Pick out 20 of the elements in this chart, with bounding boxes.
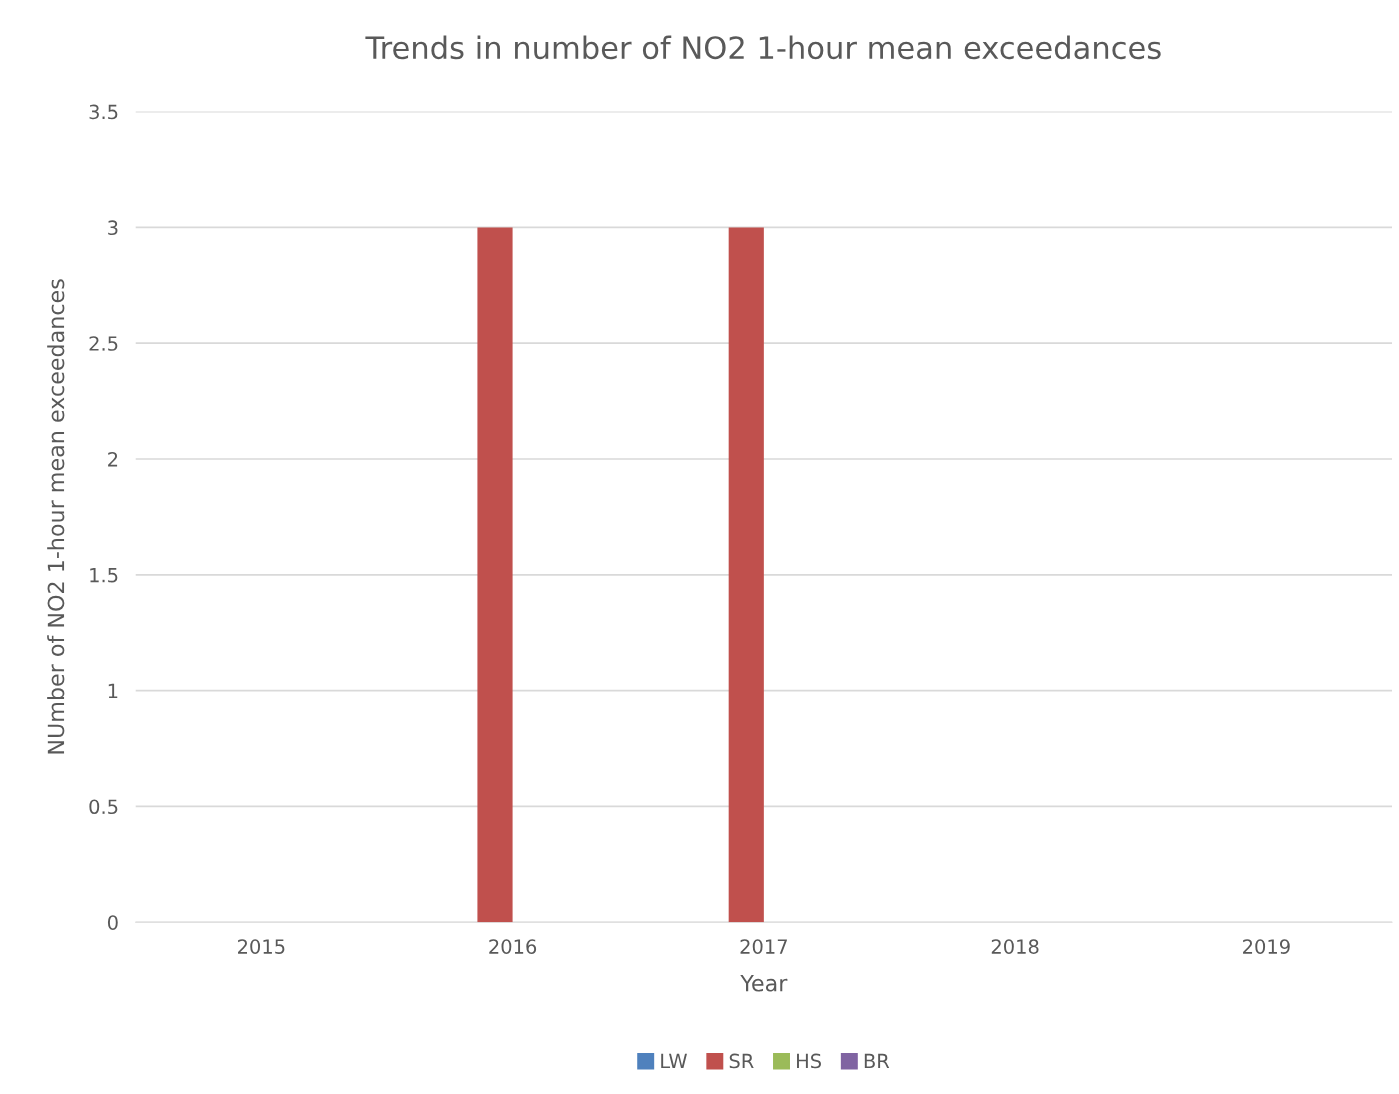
y-tick-label: 0.5 — [89, 799, 118, 815]
x-axis-title: Year — [740, 975, 788, 992]
chart-title: Trends in number of NO2 1-hour mean exceedances — [365, 35, 1161, 60]
y-tick-label: 1.5 — [90, 568, 118, 583]
y-tick-label: 0 — [107, 915, 118, 930]
y-tick-label: 3.5 — [89, 104, 118, 120]
x-tick-label: 2019 — [1243, 939, 1290, 954]
x-tick-label: 2018 — [991, 939, 1039, 954]
legend-label: SR — [729, 1053, 754, 1069]
legend-label: BR — [864, 1053, 890, 1069]
y-tick-label: 3 — [108, 220, 118, 236]
x-tick-label: 2017 — [740, 939, 787, 954]
y-tick-label: 2 — [108, 451, 118, 467]
y-tick-label: 2.5 — [89, 336, 118, 351]
y-axis-title: NUmber of NO2 1-hour mean exceedances — [47, 279, 65, 754]
legend-label: LW — [661, 1053, 687, 1069]
legend-label: HS — [797, 1053, 822, 1069]
x-tick-label: 2016 — [489, 939, 537, 954]
x-tick-label: 2015 — [238, 939, 285, 954]
y-tick-label: 1 — [108, 683, 118, 699]
